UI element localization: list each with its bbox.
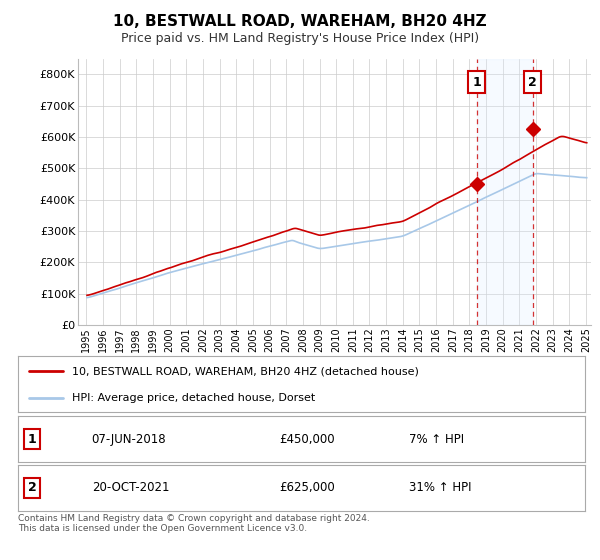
Text: 1: 1: [472, 76, 481, 89]
Bar: [477, 59, 533, 325]
Text: 07-JUN-2018: 07-JUN-2018: [92, 432, 166, 446]
Text: Contains HM Land Registry data © Crown copyright and database right 2024.
This d: Contains HM Land Registry data © Crown c…: [18, 514, 370, 534]
Text: £450,000: £450,000: [279, 432, 334, 446]
Text: Price paid vs. HM Land Registry's House Price Index (HPI): Price paid vs. HM Land Registry's House …: [121, 32, 479, 45]
Text: 2: 2: [529, 76, 537, 89]
Text: 2: 2: [28, 481, 37, 494]
Text: 10, BESTWALL ROAD, WAREHAM, BH20 4HZ: 10, BESTWALL ROAD, WAREHAM, BH20 4HZ: [113, 14, 487, 29]
Text: 31% ↑ HPI: 31% ↑ HPI: [409, 481, 472, 494]
Text: 7% ↑ HPI: 7% ↑ HPI: [409, 432, 464, 446]
Text: 10, BESTWALL ROAD, WAREHAM, BH20 4HZ (detached house): 10, BESTWALL ROAD, WAREHAM, BH20 4HZ (de…: [72, 366, 419, 376]
Text: £625,000: £625,000: [279, 481, 335, 494]
Text: 1: 1: [28, 432, 37, 446]
Text: 20-OCT-2021: 20-OCT-2021: [92, 481, 169, 494]
Text: HPI: Average price, detached house, Dorset: HPI: Average price, detached house, Dors…: [72, 393, 315, 403]
